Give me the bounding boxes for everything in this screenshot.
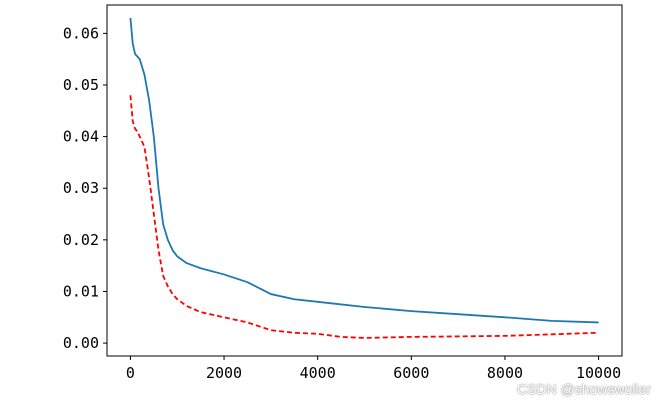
axes-frame <box>106 4 623 357</box>
x-axis: 0 2000 4000 6000 8000 10000 <box>126 356 621 382</box>
x-tick-label: 2000 <box>206 364 242 382</box>
y-tick-label: 0.00 <box>63 334 99 352</box>
series-layer <box>129 17 599 339</box>
x-tick-label: 8000 <box>487 364 523 382</box>
y-tick-label: 0.02 <box>63 231 99 249</box>
series-line-1 <box>129 17 599 324</box>
y-axis: 0.00 0.01 0.02 0.03 0.04 0.05 0.06 <box>63 24 107 352</box>
x-tick-label: 6000 <box>393 364 429 382</box>
x-tick-label: 10000 <box>576 364 621 382</box>
y-tick-label: 0.04 <box>63 128 99 146</box>
x-tick-label: 4000 <box>300 364 336 382</box>
x-tick-label: 0 <box>126 364 135 382</box>
watermark: CSDN @showswoller <box>516 381 651 397</box>
y-tick-label: 0.03 <box>63 179 99 197</box>
y-tick-label: 0.06 <box>63 24 99 42</box>
y-tick-label: 0.01 <box>63 282 99 300</box>
y-tick-label: 0.05 <box>63 76 99 94</box>
series-line-2 <box>129 95 599 339</box>
